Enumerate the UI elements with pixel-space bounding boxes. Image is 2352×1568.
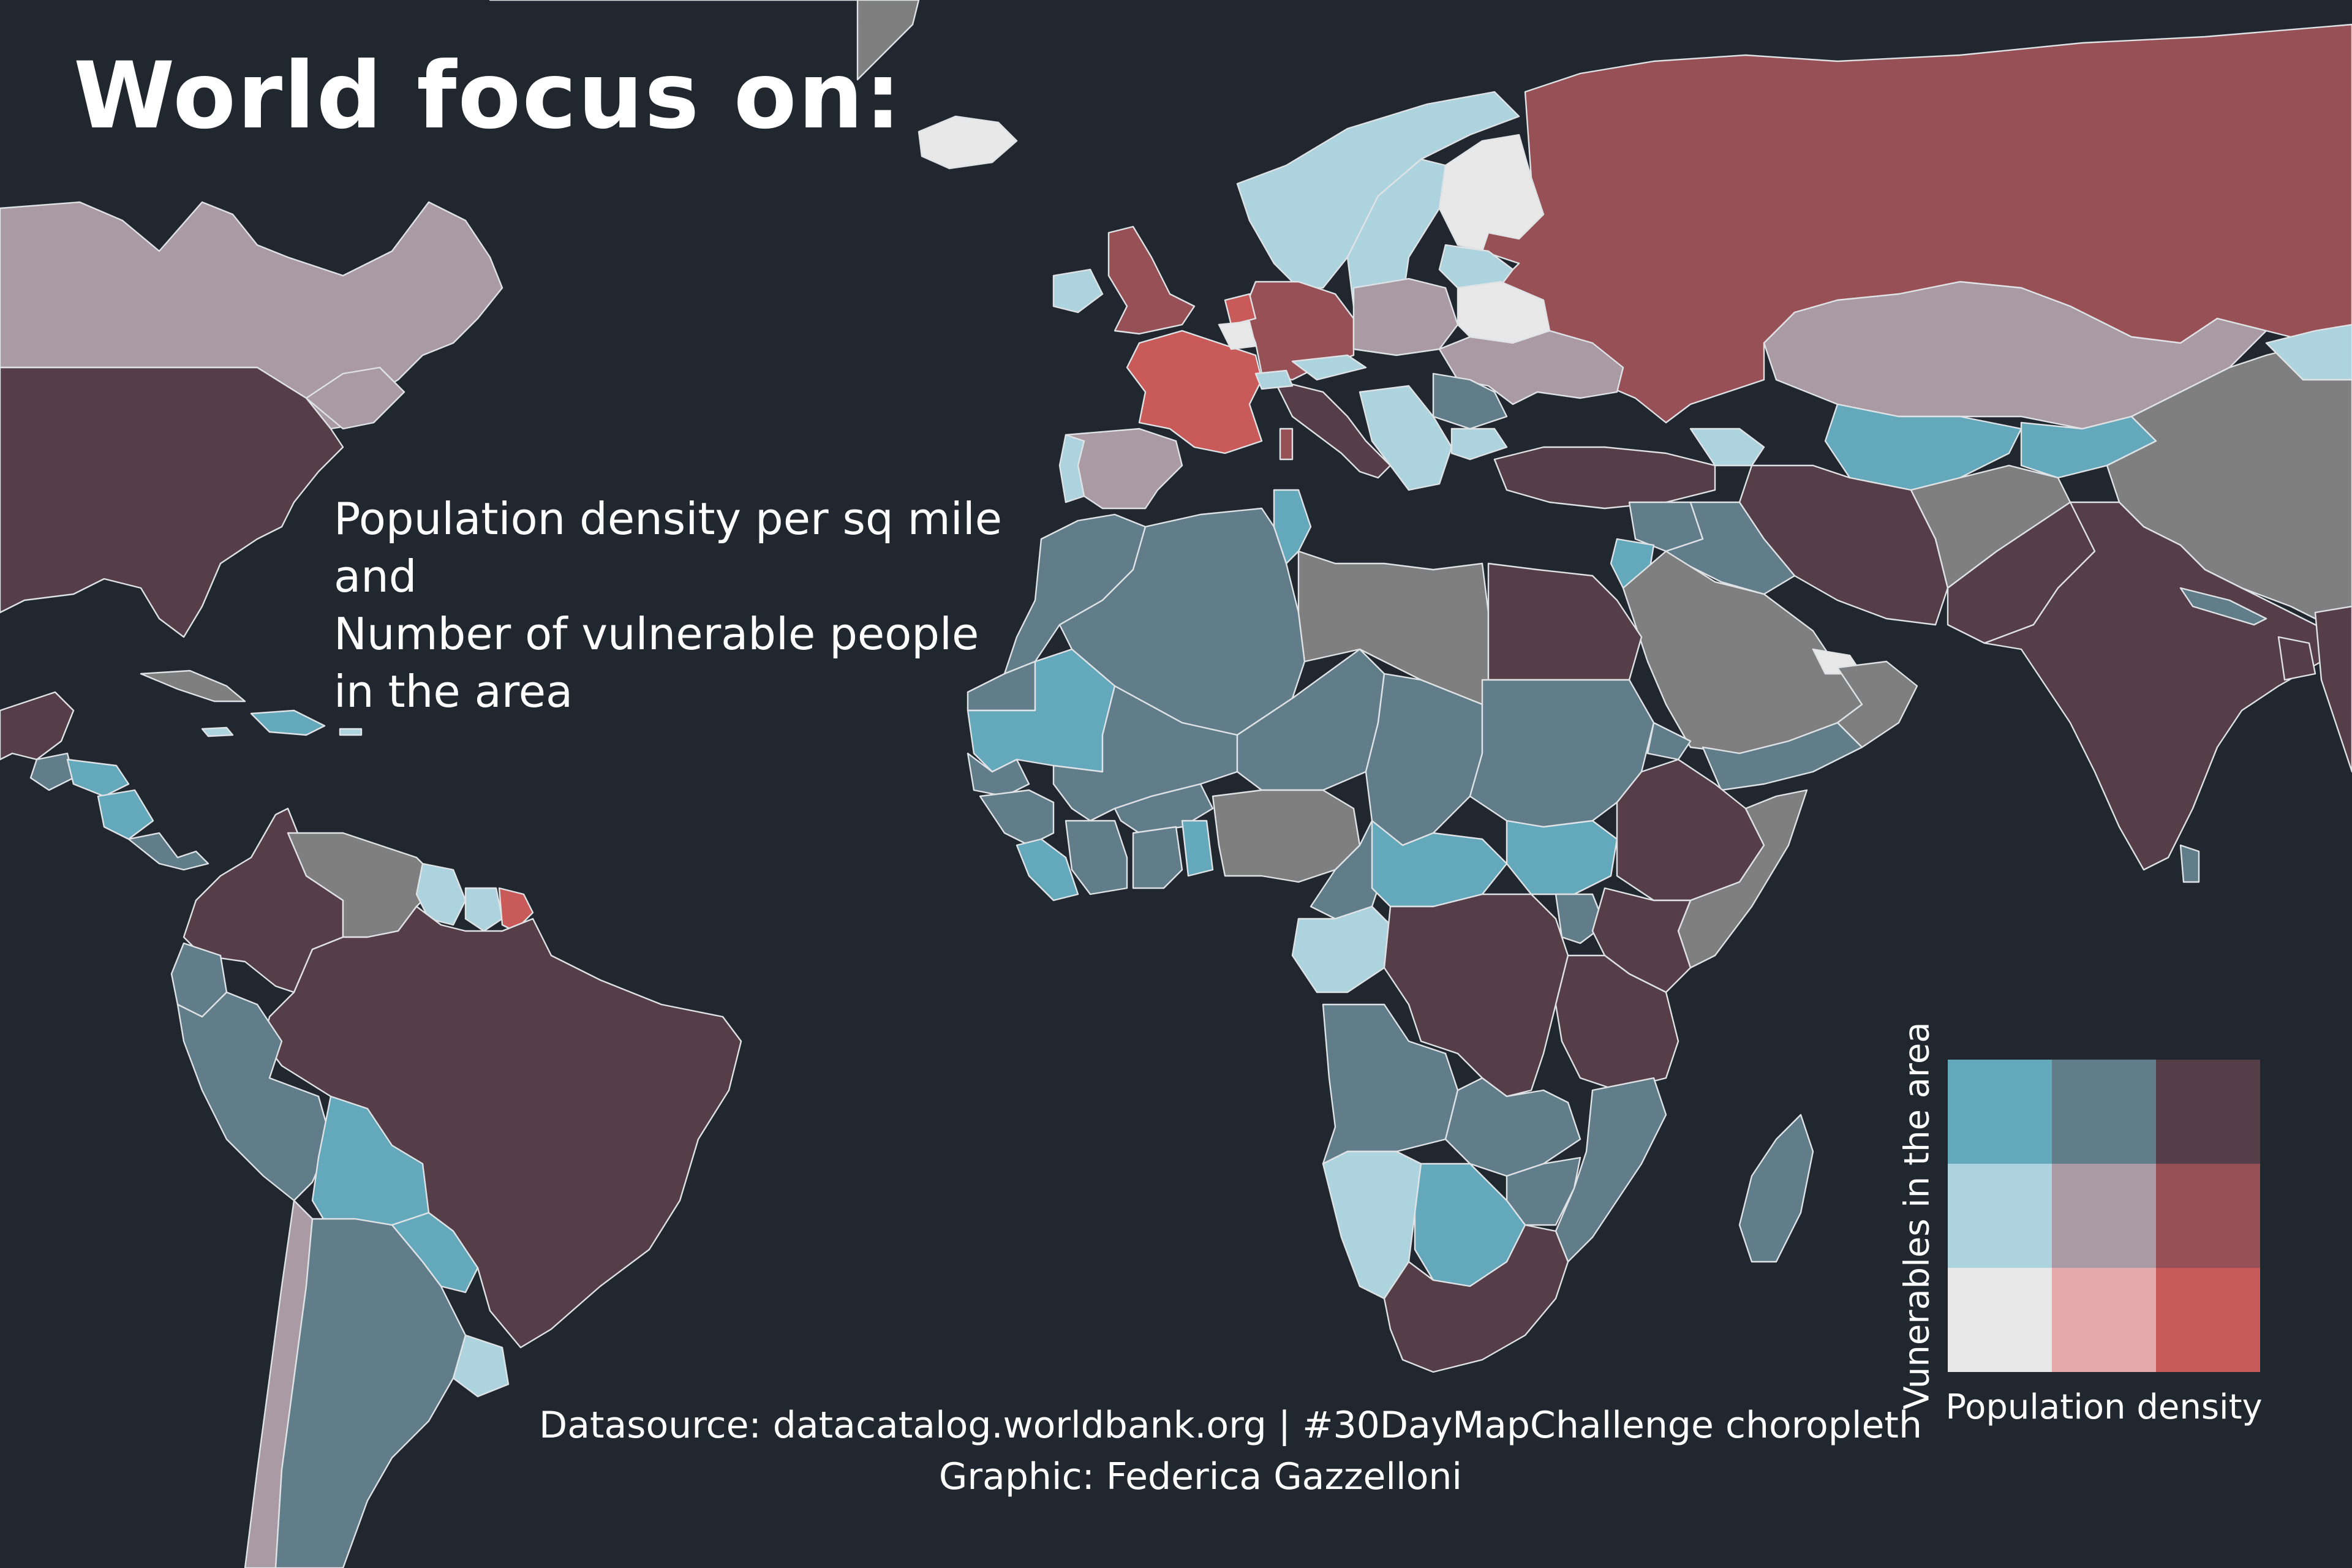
country-guatemala[interactable] <box>29 752 75 791</box>
legend-cell-2-0 <box>1948 1268 2052 1372</box>
country-jamaica[interactable] <box>201 726 234 737</box>
country-switzerland[interactable] <box>1254 369 1294 390</box>
country-namibia[interactable] <box>1322 1150 1422 1300</box>
country-balkans[interactable] <box>1359 385 1453 491</box>
legend-cell-2-2 <box>2156 1268 2260 1372</box>
country-portugal[interactable] <box>1058 434 1085 503</box>
country-guyana[interactable] <box>415 862 467 926</box>
country-gabon-congo[interactable] <box>1291 905 1392 993</box>
country-india[interactable] <box>1983 501 2329 871</box>
country-ivory-coast[interactable] <box>1065 820 1128 895</box>
country-ireland[interactable] <box>1052 268 1104 314</box>
country-somalia[interactable] <box>1677 789 1808 969</box>
country-sri-lanka[interactable] <box>2179 844 2200 883</box>
country-oman[interactable] <box>1836 660 1918 748</box>
legend-cell-2-1 <box>2052 1268 2156 1372</box>
country-puerto-rico[interactable] <box>339 728 363 736</box>
country-bulgaria[interactable] <box>1450 428 1508 461</box>
country-hispaniola[interactable] <box>250 709 326 736</box>
country-poland[interactable] <box>1352 277 1459 356</box>
country-guinea[interactable] <box>979 789 1055 846</box>
country-zambia[interactable] <box>1444 1077 1581 1177</box>
legend-cell-0-2 <box>2156 1060 2260 1164</box>
legend-cell-1-2 <box>2156 1164 2260 1268</box>
country-kenya[interactable] <box>1591 887 1692 993</box>
legend-cell-0-1 <box>2052 1060 2156 1164</box>
bivariate-legend <box>1948 1060 2260 1372</box>
country-mexico[interactable] <box>0 691 75 761</box>
country-mozambique[interactable] <box>1555 1077 1667 1263</box>
source-credit: Datasource: datacatalog.worldbank.org | … <box>539 1400 1922 1502</box>
country-austria[interactable] <box>1291 354 1367 381</box>
country-usa[interactable] <box>0 366 344 638</box>
country-belgium[interactable] <box>1218 320 1257 350</box>
country-honduras[interactable] <box>66 758 130 797</box>
country-mongolia[interactable] <box>2265 323 2352 381</box>
country-south-africa[interactable] <box>1383 1224 1569 1373</box>
legend-x-label: Population density <box>1945 1387 2263 1427</box>
legend-cell-1-1 <box>2052 1164 2156 1268</box>
subtitle-line-1: Population density per sq mile <box>334 493 1003 545</box>
country-car[interactable] <box>1371 820 1508 908</box>
country-france[interactable] <box>1126 330 1263 454</box>
country-sardinia[interactable] <box>1279 428 1294 461</box>
datasource-text: Datasource: datacatalog.worldbank.org | … <box>539 1404 1922 1447</box>
country-ukraine[interactable] <box>1438 330 1624 405</box>
country-bangladesh[interactable] <box>2277 636 2316 681</box>
country-tanzania[interactable] <box>1555 954 1679 1091</box>
map-subtitle: Population density per sq mile and Numbe… <box>334 490 1002 720</box>
country-madagascar[interactable] <box>1738 1114 1814 1263</box>
country-uk[interactable] <box>1107 225 1196 335</box>
legend-cell-0-0 <box>1948 1060 2052 1164</box>
country-uzbekistan-turkmenistan[interactable] <box>1824 403 2022 491</box>
country-turkey[interactable] <box>1493 446 1716 510</box>
country-drc[interactable] <box>1383 893 1569 1098</box>
legend-y-label: Vunerables in the area <box>1897 1022 1937 1410</box>
country-sierra-leone-liberia[interactable] <box>1016 838 1079 902</box>
country-nepal[interactable] <box>2179 587 2267 626</box>
country-china[interactable] <box>2106 336 2352 632</box>
graphic-credit-text: Graphic: Federica Gazzelloni <box>938 1455 1463 1498</box>
country-south-sudan[interactable] <box>1506 820 1618 895</box>
country-netherlands[interactable] <box>1224 293 1257 326</box>
country-suriname[interactable] <box>464 887 503 932</box>
legend-cell-1-0 <box>1948 1164 2052 1268</box>
country-iraq[interactable] <box>1665 501 1796 595</box>
page-title: World focus on: <box>74 43 903 149</box>
subtitle-line-3: Number of vulnerable people <box>334 608 979 660</box>
country-chad[interactable] <box>1365 673 1483 846</box>
country-costa-rica[interactable] <box>127 832 209 871</box>
country-yemen[interactable] <box>1702 722 1863 791</box>
country-senegal[interactable] <box>967 752 1030 797</box>
country-caucasus[interactable] <box>1689 428 1765 467</box>
country-greenland[interactable] <box>489 0 920 81</box>
country-iceland[interactable] <box>918 115 1018 170</box>
country-italy[interactable] <box>1273 379 1392 479</box>
subtitle-line-4: in the area <box>334 666 573 717</box>
country-ghana[interactable] <box>1132 826 1183 889</box>
country-cuba[interactable] <box>140 669 246 703</box>
country-canada-east[interactable] <box>305 366 405 430</box>
subtitle-line-2: and <box>334 551 417 602</box>
country-nicaragua[interactable] <box>97 789 154 840</box>
country-togo-benin[interactable] <box>1181 820 1214 877</box>
country-angola[interactable] <box>1322 1003 1459 1165</box>
country-myanmar[interactable] <box>2314 605 2352 773</box>
country-egypt[interactable] <box>1487 562 1643 681</box>
country-argentina[interactable] <box>274 1218 467 1568</box>
